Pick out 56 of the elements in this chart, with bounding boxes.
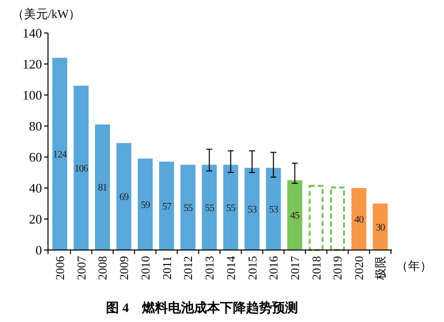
bar: [308, 184, 324, 251]
x-tick-label: 极限: [373, 256, 388, 281]
y-tick-label: 120: [22, 56, 42, 72]
data-label: 124: [53, 149, 67, 160]
y-axis-title: （美元/kW）: [12, 7, 81, 21]
data-label: 45: [290, 210, 300, 222]
data-label: 59: [140, 200, 150, 211]
y-tick-label: 0: [36, 242, 42, 258]
data-label: 30: [376, 222, 386, 234]
bar: [351, 188, 366, 250]
data-label: 55: [204, 202, 214, 214]
x-tick-label: 2007: [74, 256, 88, 280]
y-tick-label: 100: [22, 88, 42, 103]
x-axis-title: （年）: [396, 259, 432, 273]
x-tick-label: 2010: [138, 256, 152, 280]
bar: [244, 168, 260, 250]
x-tick-label: 2019: [330, 256, 345, 280]
y-tick-label: 80: [29, 118, 42, 134]
data-label: 40: [354, 214, 364, 226]
x-tick-label: 2013: [202, 256, 217, 280]
x-tick-label: 2009: [117, 256, 132, 280]
y-tick-label: 140: [22, 26, 42, 41]
x-tick-label: 2012: [181, 256, 196, 280]
data-label: 57: [162, 201, 172, 212]
data-label: 53: [248, 204, 258, 216]
bar: [372, 204, 388, 250]
x-tick-label: 2011: [160, 256, 174, 280]
bar: [266, 168, 281, 250]
bar: [116, 143, 132, 250]
x-tick-label: 2014: [224, 256, 238, 280]
x-tick-label: 2018: [309, 256, 324, 280]
text: 图 4 燃料电池成本下降趋势预测: [106, 300, 298, 315]
y-tick-label: 40: [29, 180, 42, 196]
bar: [223, 164, 238, 250]
x-tick-label: 2020: [352, 256, 366, 280]
data-label: 81: [98, 182, 108, 194]
bar: [74, 86, 89, 250]
bar: [202, 164, 217, 250]
x-tick-label: 2017: [288, 256, 302, 280]
data-label: 55: [226, 202, 236, 214]
data-label: 53: [268, 204, 278, 216]
data-label: 69: [119, 192, 129, 204]
x-tick-label: 2016: [266, 256, 281, 280]
bar: [138, 158, 153, 250]
x-tick-label: 2015: [245, 256, 260, 280]
bar: [180, 164, 196, 250]
data-label: 55: [183, 202, 193, 214]
bar: [330, 186, 345, 251]
y-tick-label: 20: [29, 212, 42, 227]
x-tick-label: 2006: [52, 256, 67, 280]
bar: [159, 162, 174, 250]
bar: [52, 58, 68, 250]
y-tick-label: 60: [29, 150, 42, 165]
data-label: 106: [74, 163, 88, 174]
x-tick-label: 2008: [96, 256, 110, 280]
bar: [95, 124, 110, 250]
